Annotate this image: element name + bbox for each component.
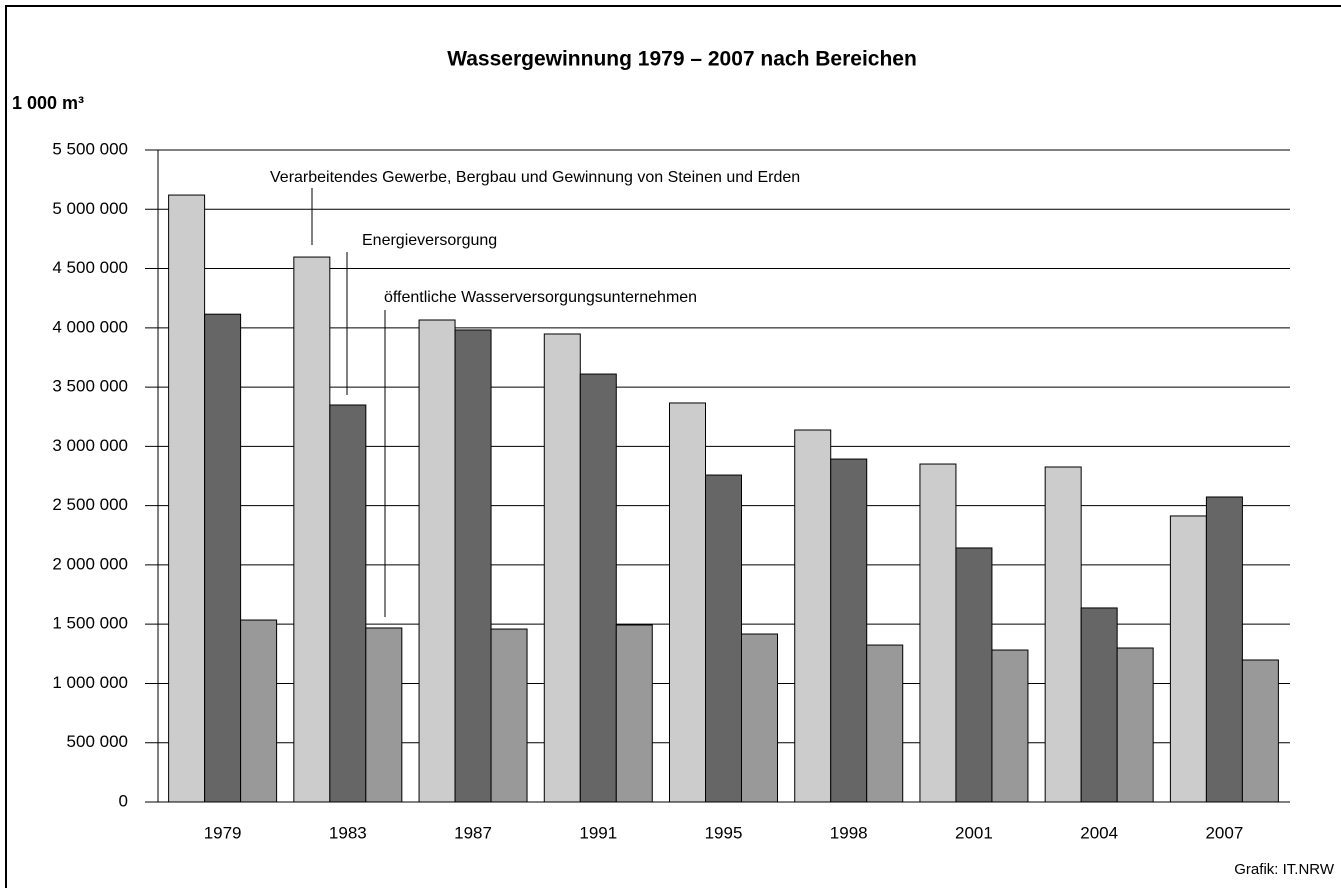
y-tick-label: 4 500 000 — [52, 258, 128, 277]
bar — [1116, 647, 1154, 803]
bar — [204, 313, 242, 803]
x-tick-label: 1998 — [830, 823, 868, 842]
bar — [418, 319, 456, 803]
bar — [794, 429, 832, 803]
y-tick-label: 3 000 000 — [52, 436, 128, 455]
bar — [991, 649, 1029, 803]
bar — [490, 628, 528, 803]
x-tick-label: 2001 — [955, 823, 993, 842]
bar — [1080, 607, 1118, 803]
bar — [919, 463, 957, 803]
y-tick-label: 4 000 000 — [52, 317, 128, 336]
bar — [1241, 659, 1279, 803]
bar — [741, 633, 778, 803]
y-tick-label: 0 — [119, 791, 128, 810]
bar — [365, 627, 403, 803]
series-label: Verarbeitendes Gewerbe, Bergbau und Gewi… — [270, 169, 800, 186]
bar — [168, 194, 206, 803]
bar — [705, 474, 742, 803]
y-tick-label: 5 500 000 — [52, 139, 128, 158]
bar — [454, 329, 492, 803]
bar — [1044, 466, 1082, 803]
bar — [830, 458, 868, 803]
series-label: öffentliche Wasserversorgungsunternehmen — [384, 289, 697, 306]
x-tick-label: 2007 — [1205, 823, 1243, 842]
chart-title: Wassergewinnung 1979 – 2007 nach Bereich… — [447, 48, 917, 71]
bar — [240, 619, 278, 803]
bar — [1205, 496, 1243, 803]
bar — [1169, 515, 1207, 803]
bar — [329, 404, 367, 803]
frame — [5, 5, 1341, 888]
y-tick-label: 3 500 000 — [52, 377, 128, 396]
bar — [669, 402, 706, 803]
y-tick-label: 5 000 000 — [52, 199, 128, 218]
bar — [579, 373, 617, 803]
y-tick-label: 2 500 000 — [52, 495, 128, 514]
x-tick-label: 1987 — [454, 823, 492, 842]
x-tick-label: 1995 — [705, 823, 743, 842]
bar — [543, 333, 581, 803]
x-tick-label: 1991 — [579, 823, 617, 842]
bar — [293, 256, 331, 803]
y-tick-label: 1 500 000 — [52, 614, 128, 633]
source: Grafik: IT.NRW — [1234, 861, 1335, 878]
x-tick-label: 2004 — [1080, 823, 1118, 842]
bar — [615, 624, 653, 803]
bar — [866, 644, 904, 803]
y-tick-label: 2 000 000 — [52, 554, 128, 573]
x-tick-label: 1979 — [204, 823, 242, 842]
bar — [955, 547, 993, 803]
series-label: Energieversorgung — [362, 232, 497, 249]
y-axis-label: 1 000 m³ — [12, 93, 84, 113]
x-tick-label: 1983 — [329, 823, 367, 842]
y-tick-label: 1 000 000 — [52, 673, 128, 692]
y-tick-label: 500 000 — [67, 732, 128, 751]
